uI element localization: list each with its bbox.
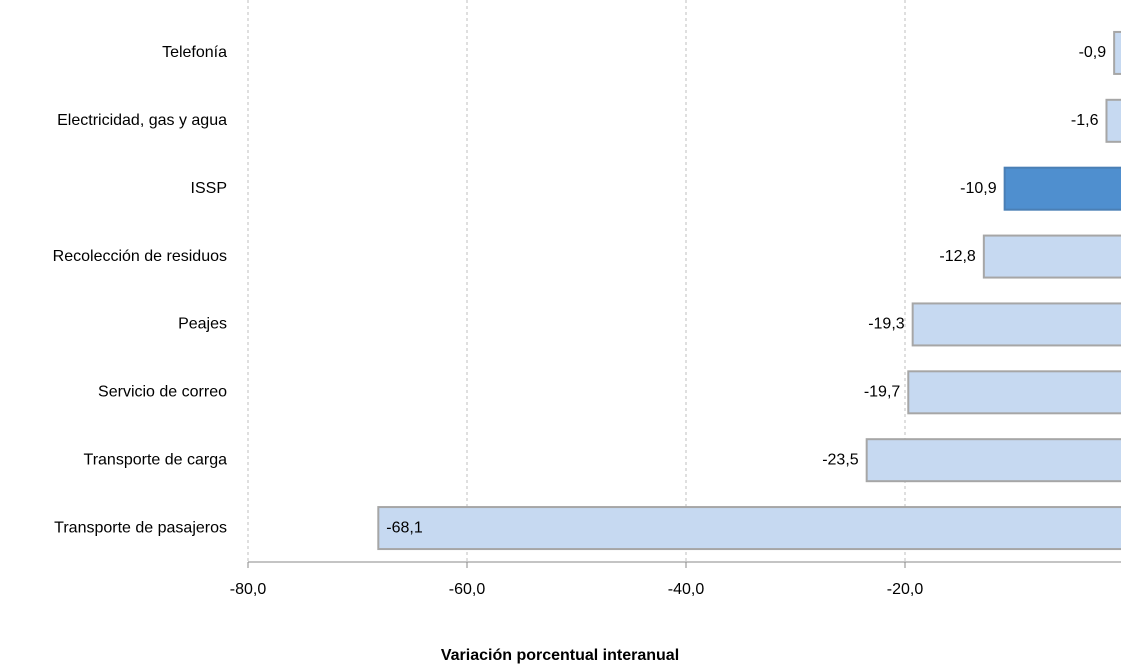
x-axis-title: Variación porcentual interanual bbox=[441, 647, 679, 664]
data-label: -19,7 bbox=[864, 384, 901, 401]
x-tick-label: -20,0 bbox=[887, 581, 924, 598]
data-label: -68,1 bbox=[386, 519, 423, 536]
y-tick-label: Peajes bbox=[178, 316, 227, 333]
data-label: -23,5 bbox=[822, 451, 859, 468]
y-tick-label: Transporte de carga bbox=[84, 451, 228, 468]
y-tick-label: Electricidad, gas y agua bbox=[57, 112, 227, 129]
y-tick-label: Telefonía bbox=[162, 44, 227, 61]
data-label: -1,6 bbox=[1071, 112, 1099, 129]
y-tick-label: Transporte de pasajeros bbox=[54, 519, 227, 536]
bar bbox=[1113, 30, 1121, 75]
y-tick-label: Recolección de residuos bbox=[53, 248, 227, 265]
data-label: -0,9 bbox=[1079, 44, 1107, 61]
bar bbox=[1105, 98, 1121, 143]
bar bbox=[907, 370, 1121, 415]
y-tick-label: Servicio de correo bbox=[98, 384, 227, 401]
bar bbox=[865, 438, 1121, 483]
x-tick-label: -80,0 bbox=[230, 581, 267, 598]
x-tick-label: -40,0 bbox=[668, 581, 705, 598]
bar bbox=[982, 234, 1121, 279]
bar bbox=[377, 506, 1121, 551]
data-label: -10,9 bbox=[960, 180, 997, 197]
data-label: -12,8 bbox=[939, 248, 976, 265]
x-tick-label: -60,0 bbox=[449, 581, 486, 598]
bar bbox=[911, 302, 1121, 347]
y-tick-label: ISSP bbox=[191, 180, 227, 197]
data-label: -19,3 bbox=[868, 316, 905, 333]
bar bbox=[1003, 166, 1121, 211]
